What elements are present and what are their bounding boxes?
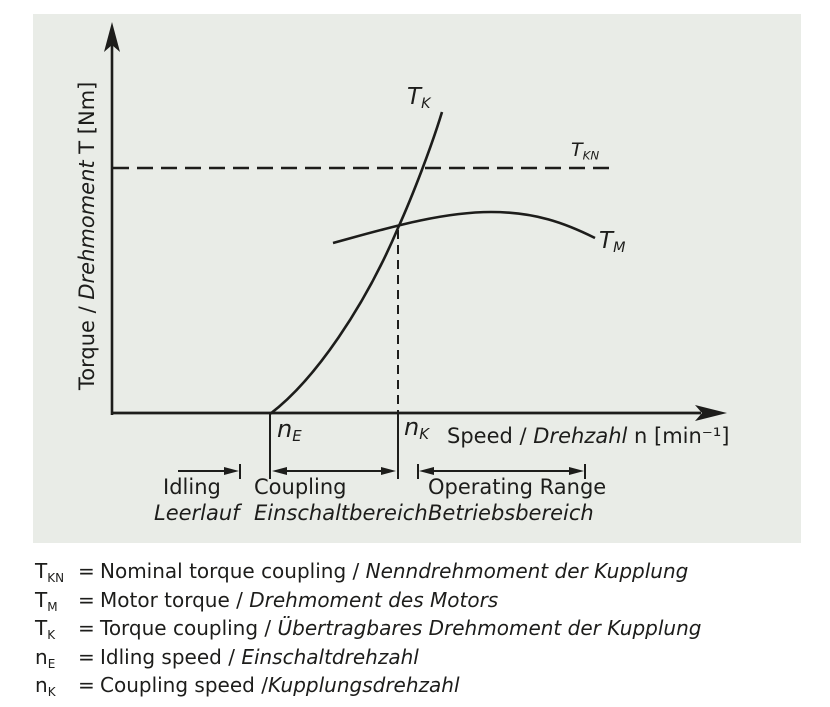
legend-equals: =: [78, 673, 95, 697]
x-axis-arrow-icon: [695, 405, 727, 421]
legend-symbol: TM: [35, 588, 78, 614]
legend-text-en: Idling speed: [100, 644, 222, 669]
legend-symbol: TK: [35, 616, 78, 642]
legend-row-ne: nE = Idling speed / Einschaltdrehzahl: [35, 645, 701, 674]
tk-curve-label: TK: [407, 84, 430, 112]
chart-canvas: [104, 22, 727, 479]
legend-equals: =: [78, 587, 95, 612]
range-label-idling-de: Leerlauf: [154, 501, 240, 525]
legend-separator: /: [254, 673, 268, 697]
y-axis-arrow-icon: [104, 22, 120, 52]
range-label-coupling-en: Coupling: [254, 475, 347, 499]
tkn-line-label: TKN: [571, 139, 599, 162]
x-axis-label-en: Speed /: [447, 424, 534, 448]
legend-symbol-main: n: [35, 644, 48, 669]
nk-subscript: K: [419, 425, 429, 444]
legend-text-de: Einschaltdrehzahl: [241, 644, 419, 669]
range-label-idling-en: Idling: [163, 475, 221, 499]
legend-symbol: TKN: [35, 559, 78, 585]
legend-row-nk: nK = Coupling speed /Kupplungsdrehzahl: [35, 673, 701, 702]
legend-symbol-main: T: [35, 559, 48, 583]
tm-curve: [332, 210, 596, 245]
legend-text-en: Nominal torque coupling: [100, 559, 347, 583]
tm-curve-label: TM: [599, 228, 625, 256]
ne-marker-label: nE: [277, 415, 302, 445]
legend-equals: =: [78, 559, 95, 583]
legend-text-de: Kupplungsdrehzahl: [267, 673, 460, 697]
legend-symbol-sub: KN: [47, 570, 65, 585]
legend-symbol-sub: E: [47, 656, 56, 671]
ne-symbol: n: [277, 415, 293, 443]
chart-panel: Torque / Drehmoment T [Nm] Speed / Drehz…: [33, 14, 801, 543]
y-axis-label-en: Torque /: [75, 299, 99, 390]
range-label-operating-en: Operating Range: [428, 475, 607, 499]
legend-symbol: nE: [35, 645, 78, 671]
legend-equals: =: [78, 616, 95, 640]
legend-row-tk: TK = Torque coupling / Übertragbares Dre…: [35, 616, 701, 645]
legend-separator: /: [221, 644, 242, 669]
nk-marker-label: nK: [404, 413, 429, 443]
legend-separator: /: [258, 616, 278, 640]
legend-text: Idling speed / Einschaltdrehzahl: [100, 645, 701, 669]
idling-range-arrow: [178, 464, 241, 479]
legend-text-en: Torque coupling: [100, 616, 259, 640]
legend-symbol-main: T: [35, 587, 48, 612]
legend-symbol-sub: M: [47, 599, 58, 614]
coupling-range-arrow: [272, 467, 396, 475]
ne-subscript: E: [292, 427, 302, 446]
legend-symbol: nK: [35, 673, 78, 699]
y-axis-label-de: Drehmoment: [75, 160, 99, 300]
legend-text: Coupling speed /Kupplungsdrehzahl: [100, 673, 701, 697]
legend-text-en: Coupling speed: [100, 673, 255, 697]
tkn-symbol: T: [571, 139, 583, 161]
range-label-coupling-de: Einschaltbereich: [254, 501, 428, 525]
legend: TKN = Nominal torque coupling / Nenndreh…: [35, 559, 701, 702]
legend-symbol-sub: K: [47, 684, 56, 699]
legend-separator: /: [346, 559, 366, 583]
legend-text-de: Übertragbares Drehmoment der Kupplung: [277, 616, 702, 640]
x-axis-label: Speed / Drehzahl n [min⁻¹]: [447, 424, 730, 448]
legend-text-en: Motor torque: [100, 587, 230, 612]
y-axis-label: Torque / Drehmoment T [Nm]: [75, 82, 99, 390]
tm-symbol: T: [599, 228, 614, 254]
legend-equals: =: [78, 644, 95, 669]
tk-subscript: K: [421, 95, 431, 112]
legend-symbol-main: n: [35, 673, 48, 697]
x-axis-label-de: Drehzahl: [533, 424, 628, 448]
legend-row-tkn: TKN = Nominal torque coupling / Nenndreh…: [35, 559, 701, 588]
legend-text-de: Drehmoment des Motors: [249, 587, 499, 612]
y-axis-label-unit: T [Nm]: [75, 81, 99, 161]
range-label-operating-de: Betriebsbereich: [428, 501, 594, 525]
operating-range-arrow: [417, 464, 586, 479]
legend-symbol-sub: K: [47, 627, 56, 642]
nk-symbol: n: [404, 413, 420, 441]
tkn-subscript: KN: [582, 148, 600, 163]
legend-row-tm: TM = Motor torque / Drehmoment des Motor…: [35, 588, 701, 617]
legend-text: Motor torque / Drehmoment des Motors: [100, 588, 701, 612]
legend-text: Torque coupling / Übertragbares Drehmome…: [100, 616, 701, 640]
legend-text: Nominal torque coupling / Nenndrehmoment…: [100, 559, 701, 583]
tk-symbol: T: [407, 84, 422, 110]
x-axis-label-unit: n [min⁻¹]: [627, 424, 730, 448]
legend-text-de: Nenndrehmoment der Kupplung: [365, 559, 689, 583]
legend-symbol-main: T: [35, 616, 48, 640]
legend-separator: /: [229, 587, 250, 612]
tk-curve: [269, 111, 444, 416]
tm-subscript: M: [613, 239, 626, 256]
